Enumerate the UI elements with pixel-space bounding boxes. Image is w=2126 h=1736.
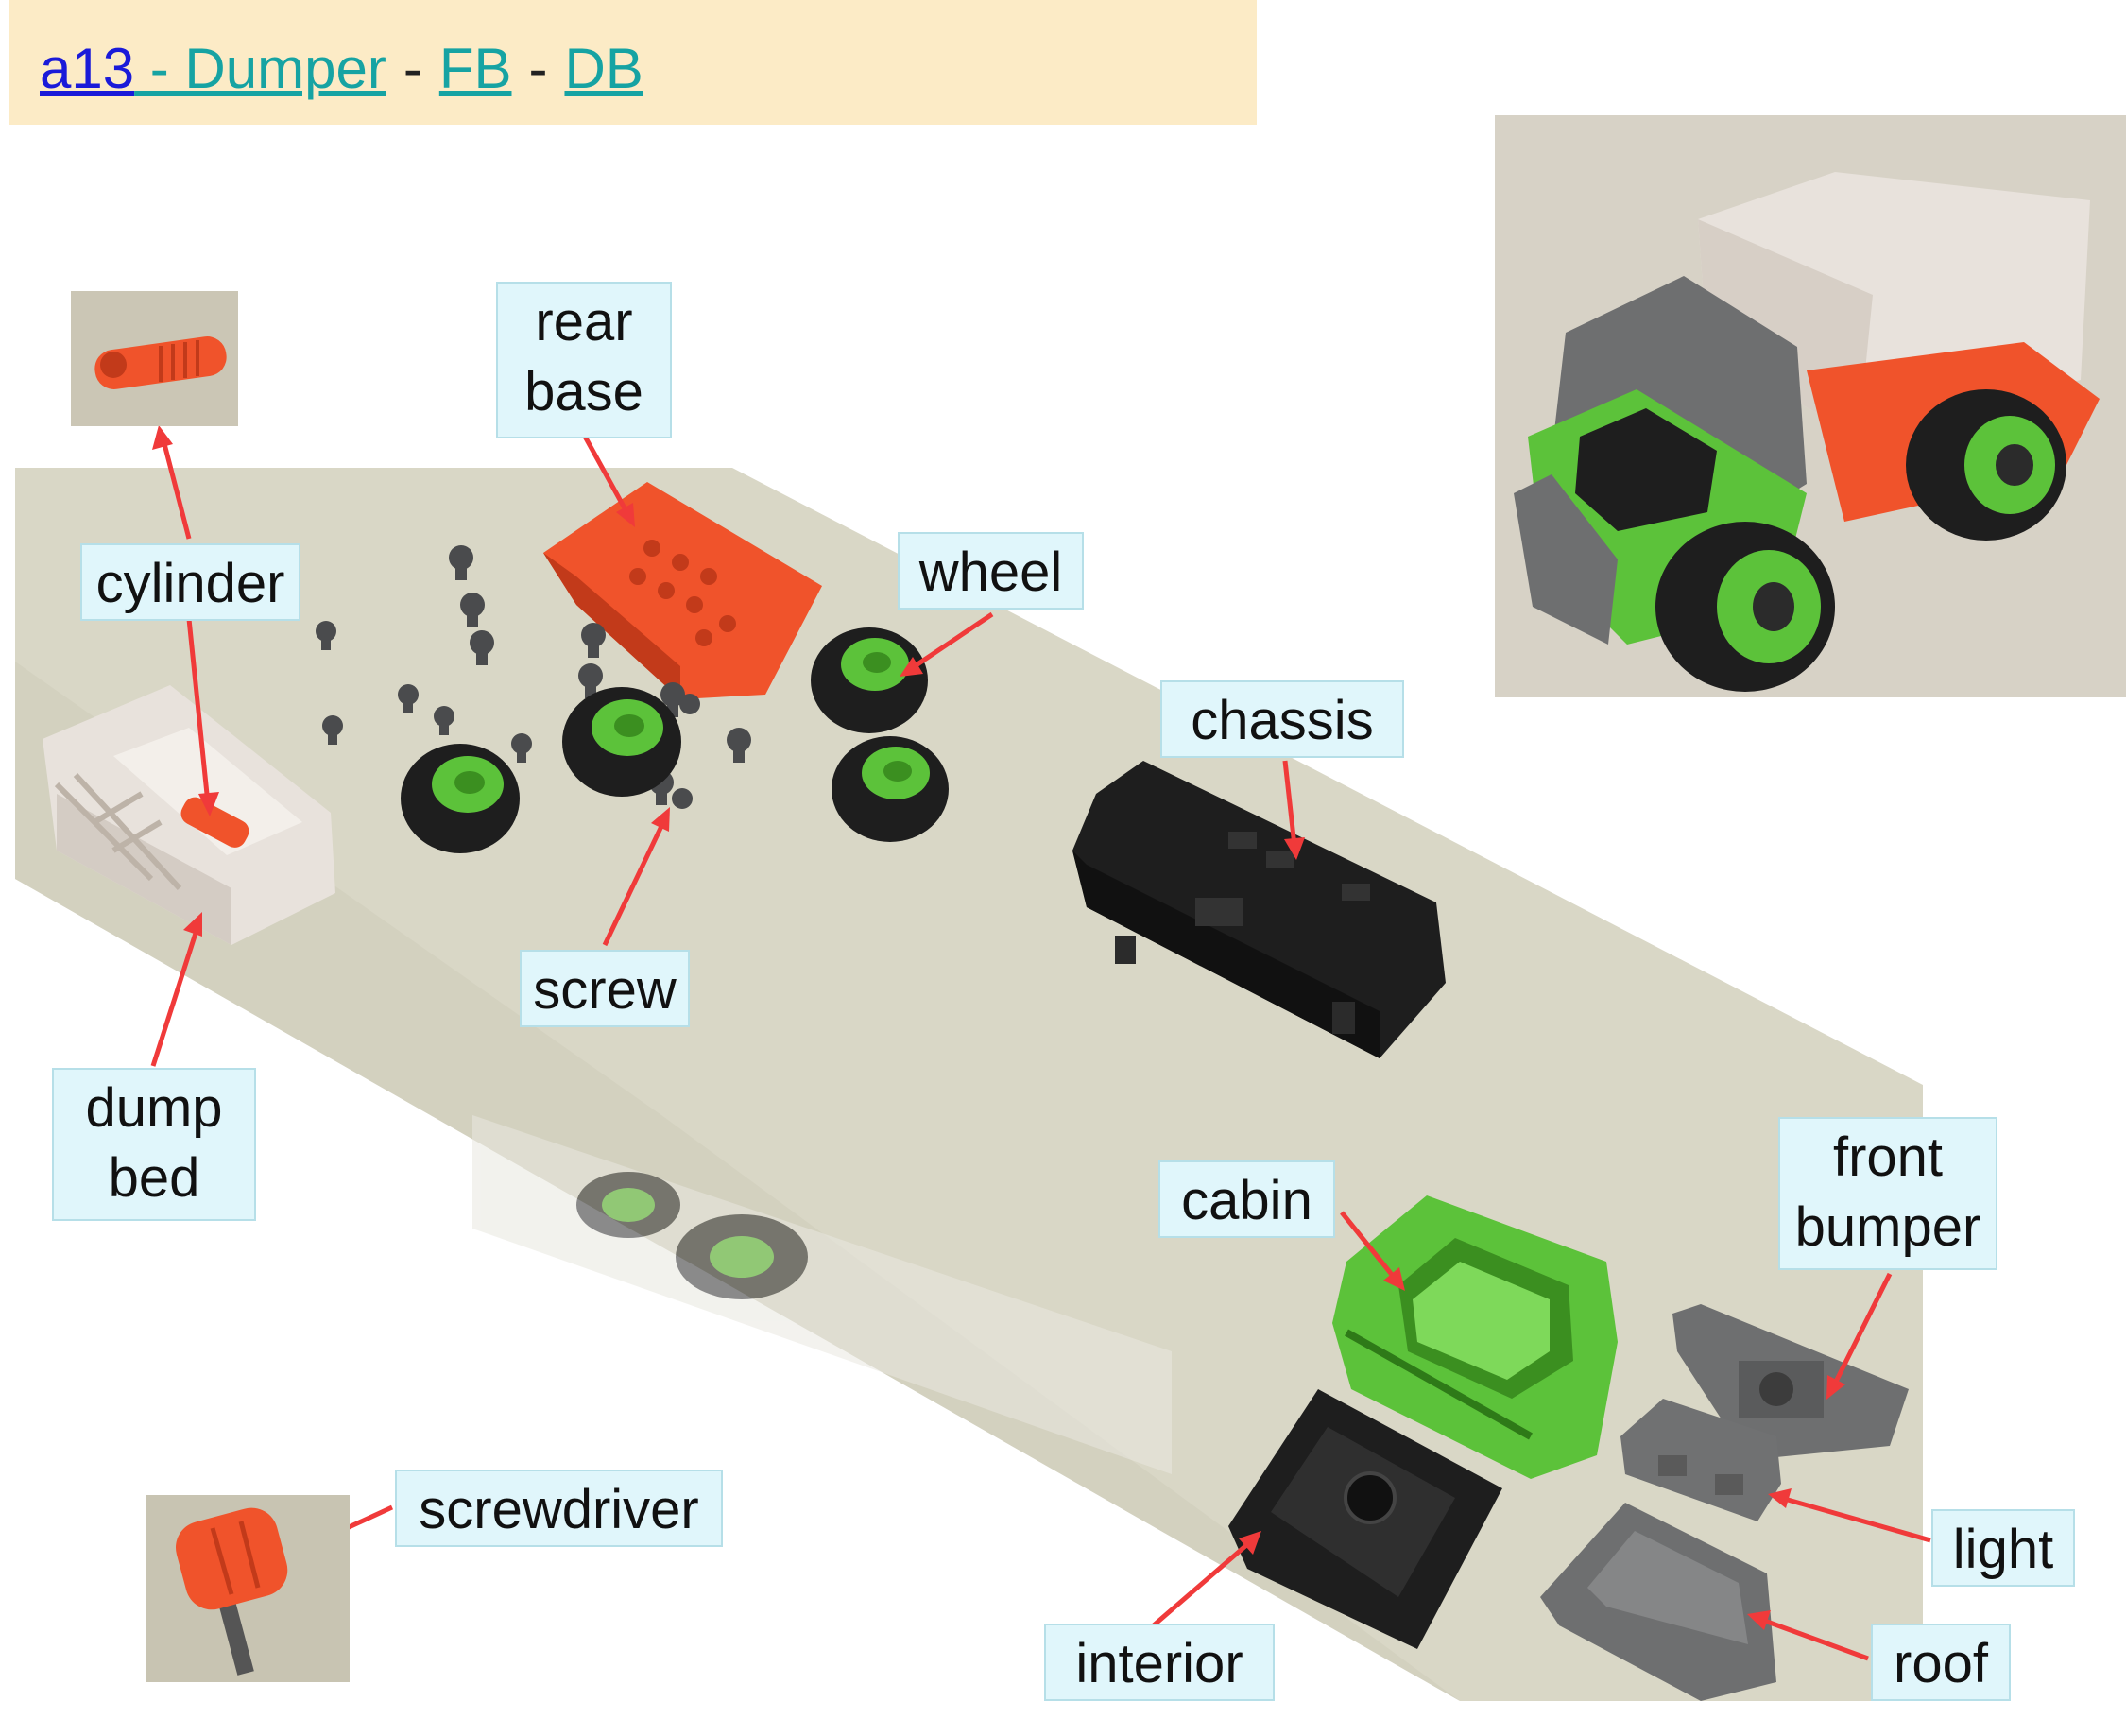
label-roof: roof	[1871, 1624, 2011, 1701]
label-rear-base-line1: rear	[535, 291, 633, 352]
label-screwdriver: screwdriver	[395, 1470, 723, 1547]
cabin-part	[1332, 1195, 1618, 1479]
label-dump-bed: dump bed	[52, 1068, 256, 1221]
label-wheel: wheel	[898, 532, 1084, 610]
separator: -	[528, 37, 548, 100]
fb-link[interactable]: FB	[438, 37, 512, 100]
label-front-bumper: front bumper	[1778, 1117, 1997, 1270]
front-bumper-part	[1672, 1304, 1909, 1460]
interior-part	[1228, 1389, 1502, 1649]
assembled-truck-photo	[1495, 115, 2126, 697]
label-light: light	[1931, 1509, 2075, 1587]
item-id-link[interactable]: a13	[40, 37, 135, 100]
wheels	[401, 627, 949, 853]
item-title-link[interactable]: - Dumper	[134, 37, 386, 100]
header-bar: a13 - Dumper - FB - DB	[9, 0, 1257, 125]
rear-base-part	[543, 482, 822, 699]
label-dump-bed-line2: bed	[108, 1147, 200, 1209]
label-rear-base: rear base	[496, 282, 672, 438]
label-rear-base-line2: base	[524, 361, 643, 422]
screws	[316, 545, 751, 809]
paper-reflection	[472, 1115, 1172, 1474]
label-front-bumper-line1: front	[1832, 1126, 1944, 1188]
screwdriver-inset-photo	[146, 1495, 350, 1682]
db-link[interactable]: DB	[564, 37, 643, 100]
label-chassis: chassis	[1160, 680, 1404, 758]
label-front-bumper-line2: bumper	[1794, 1196, 1981, 1258]
label-dump-bed-line1: dump	[85, 1077, 223, 1139]
cylinder-inset-photo	[71, 291, 238, 426]
label-cabin: cabin	[1158, 1160, 1335, 1238]
light-part	[1620, 1399, 1781, 1521]
roof-part	[1540, 1503, 1776, 1701]
separator: -	[403, 37, 422, 100]
label-interior: interior	[1044, 1624, 1275, 1701]
label-cylinder: cylinder	[80, 543, 300, 621]
chassis-part	[1072, 761, 1446, 1058]
header-title-line: a13 - Dumper - FB - DB	[40, 36, 643, 101]
label-screw: screw	[520, 950, 690, 1027]
